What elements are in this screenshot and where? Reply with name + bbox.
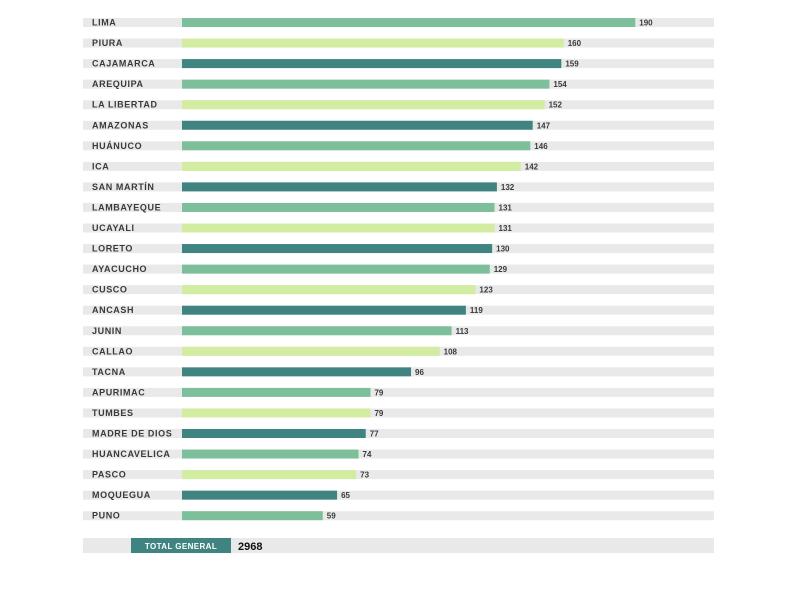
bar (182, 182, 497, 192)
bar (182, 59, 562, 69)
value-label: 65 (341, 491, 350, 500)
category-label: HUANCAVELICA (92, 449, 171, 459)
value-label: 132 (501, 183, 515, 192)
category-label: PASCO (92, 470, 126, 480)
value-label: 159 (565, 60, 579, 69)
bar (182, 449, 359, 459)
bar (182, 244, 493, 254)
bar (182, 264, 490, 274)
value-label: 123 (479, 286, 493, 295)
category-label: ANCASH (92, 305, 134, 315)
total-value: 2968 (238, 541, 262, 553)
category-label: SAN MARTÍN (92, 182, 155, 192)
category-label: MADRE DE DIOS (92, 429, 172, 439)
bar (182, 79, 550, 89)
bar (182, 223, 495, 233)
value-label: 96 (415, 368, 424, 377)
bar (182, 305, 466, 315)
bar (182, 326, 452, 336)
category-label: AREQUIPA (92, 79, 144, 89)
category-label: LAMBAYEQUE (92, 202, 161, 212)
bar (182, 490, 338, 500)
category-label: TUMBES (92, 408, 134, 418)
value-label: 146 (534, 142, 548, 151)
bar (182, 38, 564, 48)
bar (182, 141, 531, 151)
category-label: HUÁNUCO (92, 141, 142, 151)
value-label: 130 (496, 245, 510, 254)
bar (182, 161, 521, 171)
value-label: 131 (499, 203, 513, 212)
category-label: PUNO (92, 511, 120, 521)
category-label: CUSCO (92, 285, 128, 295)
total-label-box (131, 538, 231, 553)
bar-track (83, 429, 714, 438)
value-label: 129 (494, 265, 508, 274)
bar (182, 408, 371, 418)
bar-track (83, 470, 714, 480)
category-label: MOQUEGUA (92, 490, 151, 500)
category-label: UCAYALI (92, 223, 135, 233)
category-label: PIURA (92, 38, 123, 48)
total-band (83, 538, 714, 553)
bar (182, 285, 476, 295)
value-label: 147 (537, 121, 551, 130)
value-label: 113 (456, 327, 469, 336)
category-label: CAJAMARCA (92, 59, 155, 69)
value-label: 73 (360, 471, 369, 480)
bar-track (83, 490, 714, 500)
chart-rows: LIMA 190 PIURA 160 CAJAMARCA 159 AREQUIPA 154 LA… (83, 18, 714, 521)
category-label: LIMA (92, 18, 116, 28)
bar-track (83, 408, 714, 418)
category-label: LORETO (92, 244, 133, 254)
bar (182, 511, 323, 521)
value-label: 160 (568, 39, 582, 48)
value-label: 79 (374, 388, 383, 397)
bar-track (83, 511, 714, 521)
bar (182, 346, 440, 356)
bar (182, 18, 636, 27)
value-label: 59 (327, 512, 336, 521)
value-label: 190 (639, 19, 653, 28)
category-label: AMAZONAS (92, 120, 149, 130)
total-row: TOTAL GENERAL 2968 (83, 538, 714, 553)
category-label: TACNA (92, 367, 126, 377)
value-label: 131 (499, 224, 513, 233)
value-label: 74 (363, 450, 372, 459)
bar (182, 387, 371, 397)
bar (182, 120, 533, 130)
value-label: 142 (525, 162, 539, 171)
value-label: 152 (549, 101, 563, 110)
category-label: JUNIN (92, 326, 122, 336)
value-label: 119 (470, 306, 483, 315)
bar-track (83, 387, 714, 397)
bar-track (83, 449, 714, 459)
bar (182, 367, 412, 377)
value-label: 154 (553, 80, 567, 89)
bar (182, 429, 366, 438)
bar (182, 202, 495, 212)
category-label: AYACUCHO (92, 264, 147, 274)
total-label: TOTAL GENERAL (145, 542, 217, 551)
bar (182, 470, 357, 480)
value-label: 79 (374, 409, 383, 418)
category-label: ICA (92, 161, 109, 171)
category-label: APURIMAC (92, 387, 145, 397)
value-label: 108 (444, 347, 458, 356)
bar (182, 100, 545, 110)
value-label: 77 (370, 430, 379, 439)
category-label: CALLAO (92, 346, 133, 356)
category-label: LA LIBERTAD (92, 100, 158, 110)
